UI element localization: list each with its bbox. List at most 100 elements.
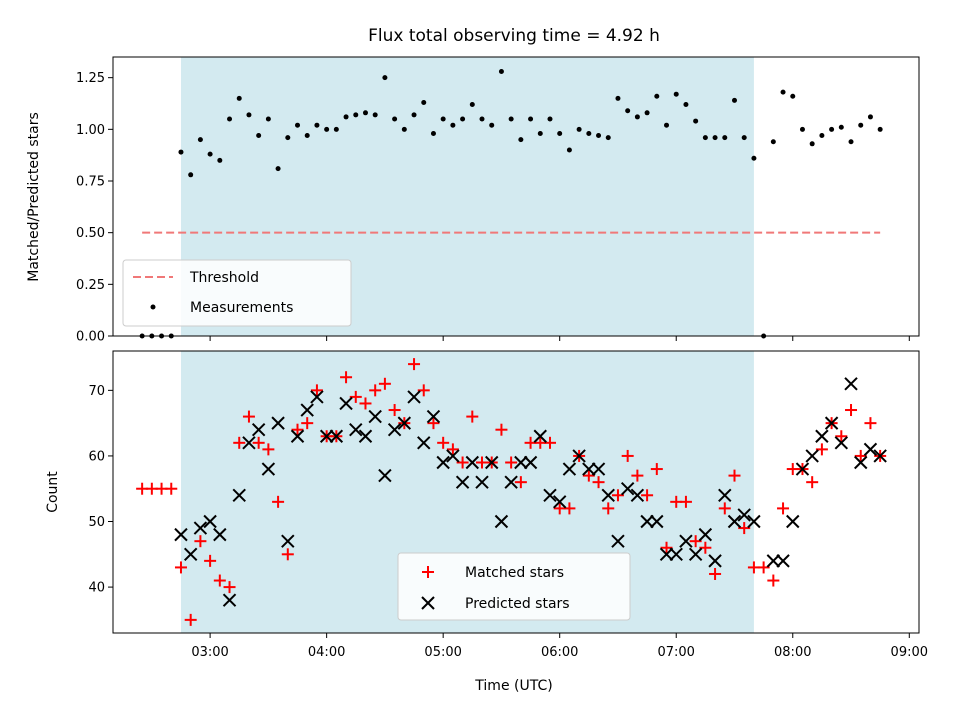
bottom-x-ticks: 03:00 04:00 05:00 06:00 07:00 08:00 09:00: [191, 633, 928, 660]
matched-star-point: [602, 502, 615, 515]
predicted-star-point: [222, 593, 237, 607]
predicted-star-point: [718, 488, 732, 502]
measurement-point: [256, 133, 262, 139]
measurement-point: [372, 112, 378, 118]
x-tick-label: 04:00: [308, 645, 345, 660]
matched-star-point: [592, 476, 605, 489]
predicted-star-point: [630, 488, 645, 502]
predicted-star-point: [193, 521, 208, 535]
measurement-point: [809, 141, 815, 147]
bottom-legend-box: [397, 552, 631, 621]
matched-star-point: [427, 417, 440, 430]
predicted-star-point: [873, 449, 887, 463]
matched-star-point: [301, 417, 314, 430]
predicted-star-point: [475, 475, 489, 489]
bottom-y-tick-label: 70: [88, 384, 105, 399]
matched-star-point: [505, 456, 518, 469]
predicted-star-point: [261, 462, 276, 476]
matched-star-point: [854, 449, 867, 462]
predicted-star-point: [620, 482, 635, 496]
predicted-star-point: [679, 534, 693, 548]
x-tick-label: 08:00: [774, 645, 811, 660]
measurement-point: [819, 133, 825, 139]
matched-star-point: [835, 430, 848, 443]
bottom-y-tick-label: 50: [88, 515, 105, 530]
measurement-point: [586, 130, 592, 136]
matched-star-point: [806, 476, 819, 489]
measurement-point: [411, 112, 417, 118]
top-y-tick-label: 0.75: [76, 175, 105, 190]
matched-star-point: [631, 469, 644, 482]
measurement-point: [450, 122, 456, 128]
matched-star-point: [252, 436, 265, 449]
x-tick-label: 09:00: [891, 645, 928, 660]
matched-star-point: [699, 541, 712, 554]
measurement-point: [848, 139, 854, 145]
measurement-point: [421, 99, 427, 105]
matched-star-point: [204, 554, 217, 567]
predicted-star-point: [436, 455, 450, 470]
predicted-star-point: [407, 390, 421, 404]
measurement-point: [333, 126, 339, 132]
predicted-star-point: [533, 429, 547, 443]
measurement-point: [188, 172, 194, 178]
matched-star-point: [641, 489, 654, 502]
measurement-point: [324, 126, 330, 132]
predicted-star-point: [805, 449, 819, 463]
measurement-point: [295, 122, 301, 128]
predicted-star-point: [251, 422, 266, 437]
matched-star-point: [369, 384, 382, 397]
top-axes-frame: [112, 56, 920, 337]
measurement-point: [838, 124, 844, 130]
predicted-star-point: [446, 449, 460, 463]
bottom-y-tick-label: 40: [88, 581, 105, 596]
measurement-point: [644, 110, 650, 116]
measurement-point: [207, 151, 213, 157]
measurements-legend-label: Measurements: [190, 300, 293, 316]
predicted-star-point: [242, 436, 256, 450]
predicted-star-point: [669, 547, 683, 562]
predicted-star-point: [737, 508, 751, 522]
measurement-point: [236, 95, 242, 101]
measurement-point: [615, 95, 621, 101]
predicted-star-point: [824, 416, 839, 430]
matched-star-point: [543, 436, 556, 449]
matched-star-point: [223, 581, 236, 594]
top-y-ticks: 0.00 0.25 0.50 0.75 1.00 1.25: [76, 71, 113, 345]
matched-star-point: [233, 436, 246, 449]
x-tick-label: 03:00: [191, 645, 228, 660]
measurement-point: [178, 149, 184, 155]
measurement-points: [139, 68, 883, 339]
chart-title: Flux total observing time = 4.92 h: [368, 26, 660, 46]
predicted-star-point: [591, 462, 606, 476]
predicted-star-point: [766, 554, 781, 568]
predicted-star-point: [349, 422, 363, 437]
matched-star-point: [165, 482, 178, 495]
matched-star-point: [611, 489, 624, 502]
predicted-star-point: [708, 554, 722, 568]
predicted-star-point: [319, 429, 334, 443]
matched-star-point: [466, 410, 479, 423]
predicted-star-point: [368, 409, 382, 424]
predicted-star-point: [426, 409, 441, 424]
measurement-point: [634, 114, 640, 120]
measurement-point: [770, 139, 776, 145]
measurement-point: [362, 110, 368, 116]
measurement-point: [537, 130, 543, 136]
matched-star-point: [621, 449, 634, 462]
predicted-star-point: [504, 475, 518, 489]
predicted-legend-swatch: [421, 596, 435, 610]
measurement-point: [246, 112, 252, 118]
measurement-point: [275, 166, 281, 172]
bottom-y-ticks: 40 50 60 70: [88, 384, 113, 596]
matched-star-point: [718, 502, 731, 515]
matched-star-point: [340, 371, 353, 384]
measurement-point: [401, 126, 407, 132]
matched-star-point: [679, 495, 692, 508]
predicted-star-point: [417, 436, 431, 450]
top-y-tick-label: 1.25: [76, 71, 105, 86]
predicted-star-point: [562, 462, 577, 476]
measurement-point: [664, 122, 670, 128]
matched-star-point: [582, 469, 595, 482]
measurement-point: [227, 116, 233, 122]
